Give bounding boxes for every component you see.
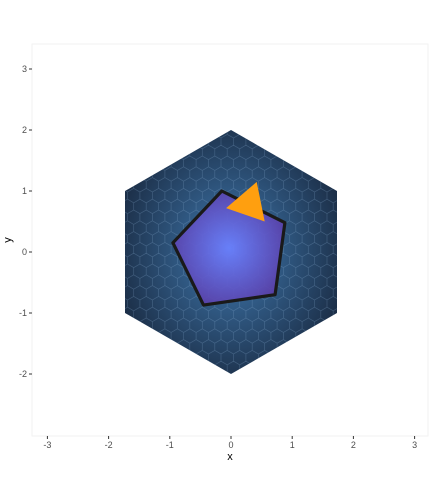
y-tick-label: 0 (22, 247, 27, 257)
shapes (125, 130, 337, 374)
x-tick-label: -2 (105, 440, 113, 450)
y-tick-label: -2 (19, 369, 27, 379)
y-tick-label: 2 (22, 125, 27, 135)
x-tick-label: -1 (166, 440, 174, 450)
y-tick-label: -1 (19, 308, 27, 318)
pentagon (171, 189, 287, 307)
x-tick-label: -3 (43, 440, 51, 450)
x-tick-label: 2 (351, 440, 356, 450)
y-axis-title: y (2, 237, 14, 243)
axes: -3 -2 -1 0 1 2 3 -2 -1 0 1 2 3 (19, 64, 417, 450)
y-tick-label: 3 (22, 64, 27, 74)
y-tick-label: 1 (22, 186, 27, 196)
x-axis-title: x (227, 451, 233, 463)
x-tick-label: 0 (228, 440, 233, 450)
triangle (226, 181, 265, 222)
x-tick-label: 1 (290, 440, 295, 450)
x-tick-label: 3 (412, 440, 417, 450)
